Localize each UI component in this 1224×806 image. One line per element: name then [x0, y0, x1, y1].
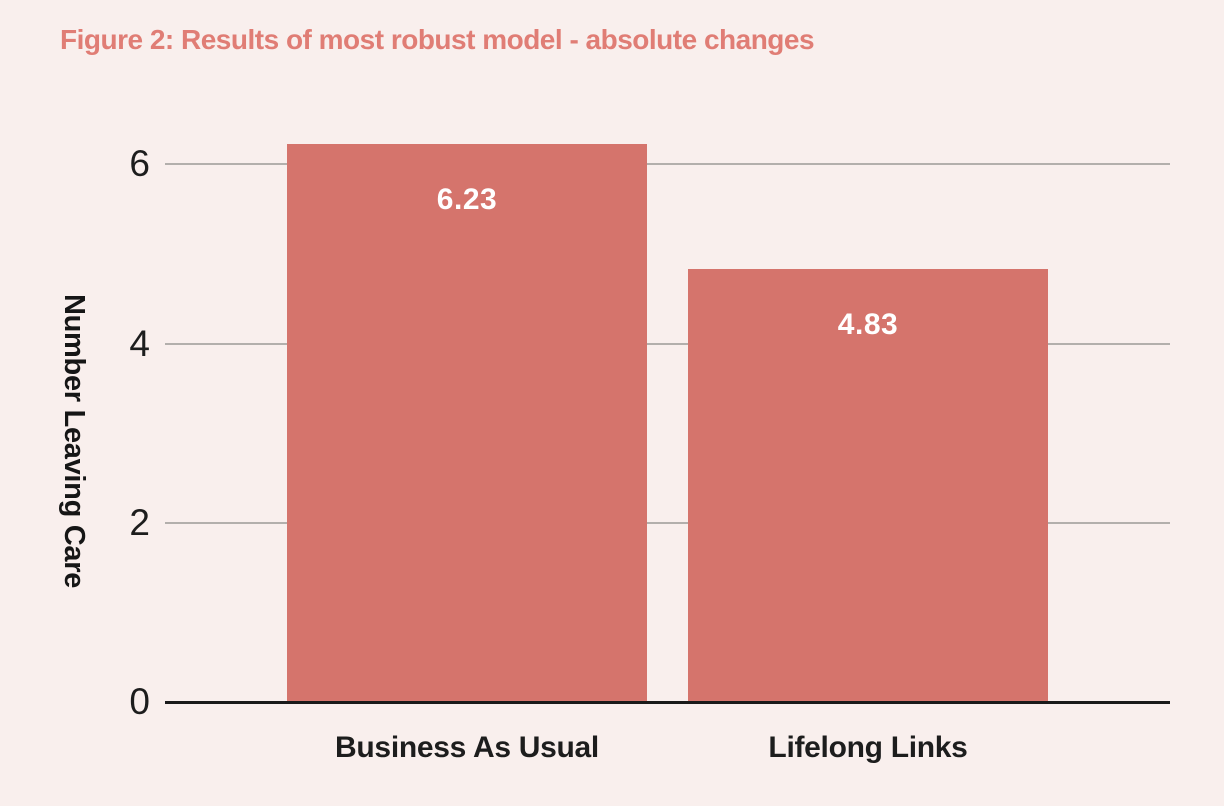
y-tick-label: 0: [129, 681, 150, 722]
bar: 6.23: [287, 144, 647, 702]
y-axis-title: Number Leaving Care: [58, 294, 90, 589]
y-tick-label: 4: [129, 322, 150, 364]
bar: 4.83: [688, 269, 1048, 702]
y-tick-label: 2: [129, 501, 150, 543]
x-axis-label: Business As Usual: [335, 731, 599, 764]
y-tick-label: 6: [129, 143, 150, 185]
bar-value-label: 4.83: [837, 308, 899, 341]
x-axis-label: Lifelong Links: [768, 731, 968, 764]
gridline: [165, 521, 1170, 524]
gridline: [165, 163, 1170, 166]
figure-title: Figure 2: Results of most robust model -…: [60, 24, 815, 55]
bar-value-label: 6.23: [436, 183, 498, 216]
x-axis-line: [165, 701, 1170, 704]
gridline: [165, 342, 1170, 345]
